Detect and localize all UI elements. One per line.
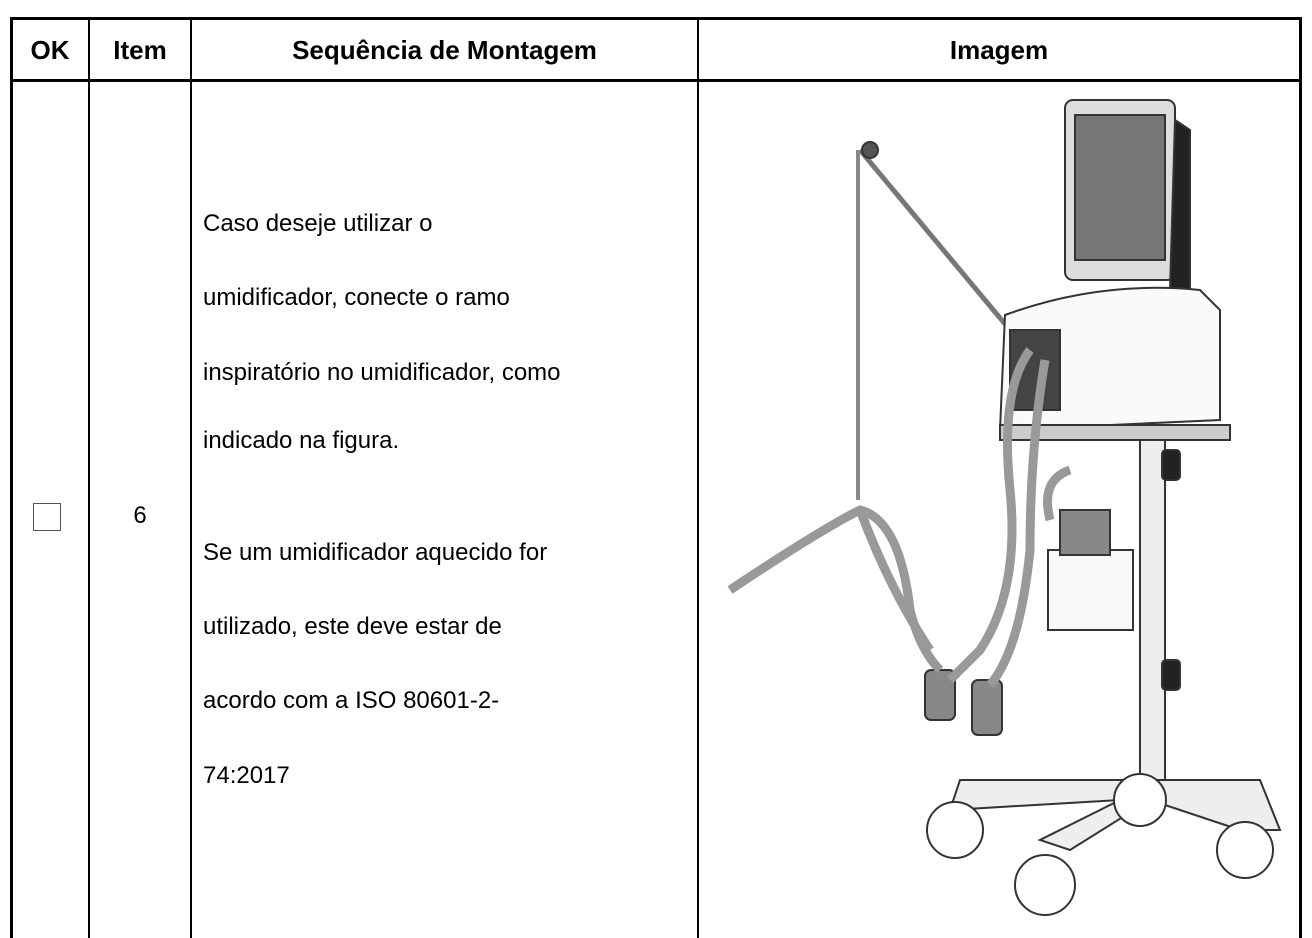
column-header: Item bbox=[113, 35, 167, 65]
column-header: OK bbox=[30, 35, 70, 65]
column-header: Imagem bbox=[949, 35, 1049, 65]
text-line: Se um umidificador aquecido for bbox=[203, 539, 548, 566]
table-border bbox=[10, 17, 1302, 20]
table-border bbox=[10, 18, 13, 938]
text-line: Caso deseje utilizar o bbox=[203, 210, 433, 237]
header-border bbox=[10, 79, 1302, 82]
text-line: 74:2017 bbox=[203, 762, 290, 789]
column-border bbox=[88, 18, 90, 938]
text-line: inspiratório no umidificador, como bbox=[203, 359, 561, 386]
text-line: acordo com a ISO 80601-2- bbox=[203, 687, 500, 714]
text-line: indicado na figura. bbox=[203, 427, 400, 454]
text-line: umidificador, conecte o ramo bbox=[203, 284, 510, 311]
column-border bbox=[190, 18, 192, 938]
item-number: 6 bbox=[133, 502, 147, 529]
table-border bbox=[1299, 18, 1302, 938]
ventilator-image bbox=[727, 99, 1282, 916]
column-header: Sequência de Montagem bbox=[292, 35, 597, 65]
text-line: utilizado, este deve estar de bbox=[203, 613, 502, 640]
checkbox[interactable] bbox=[33, 503, 61, 531]
column-border bbox=[697, 18, 699, 938]
